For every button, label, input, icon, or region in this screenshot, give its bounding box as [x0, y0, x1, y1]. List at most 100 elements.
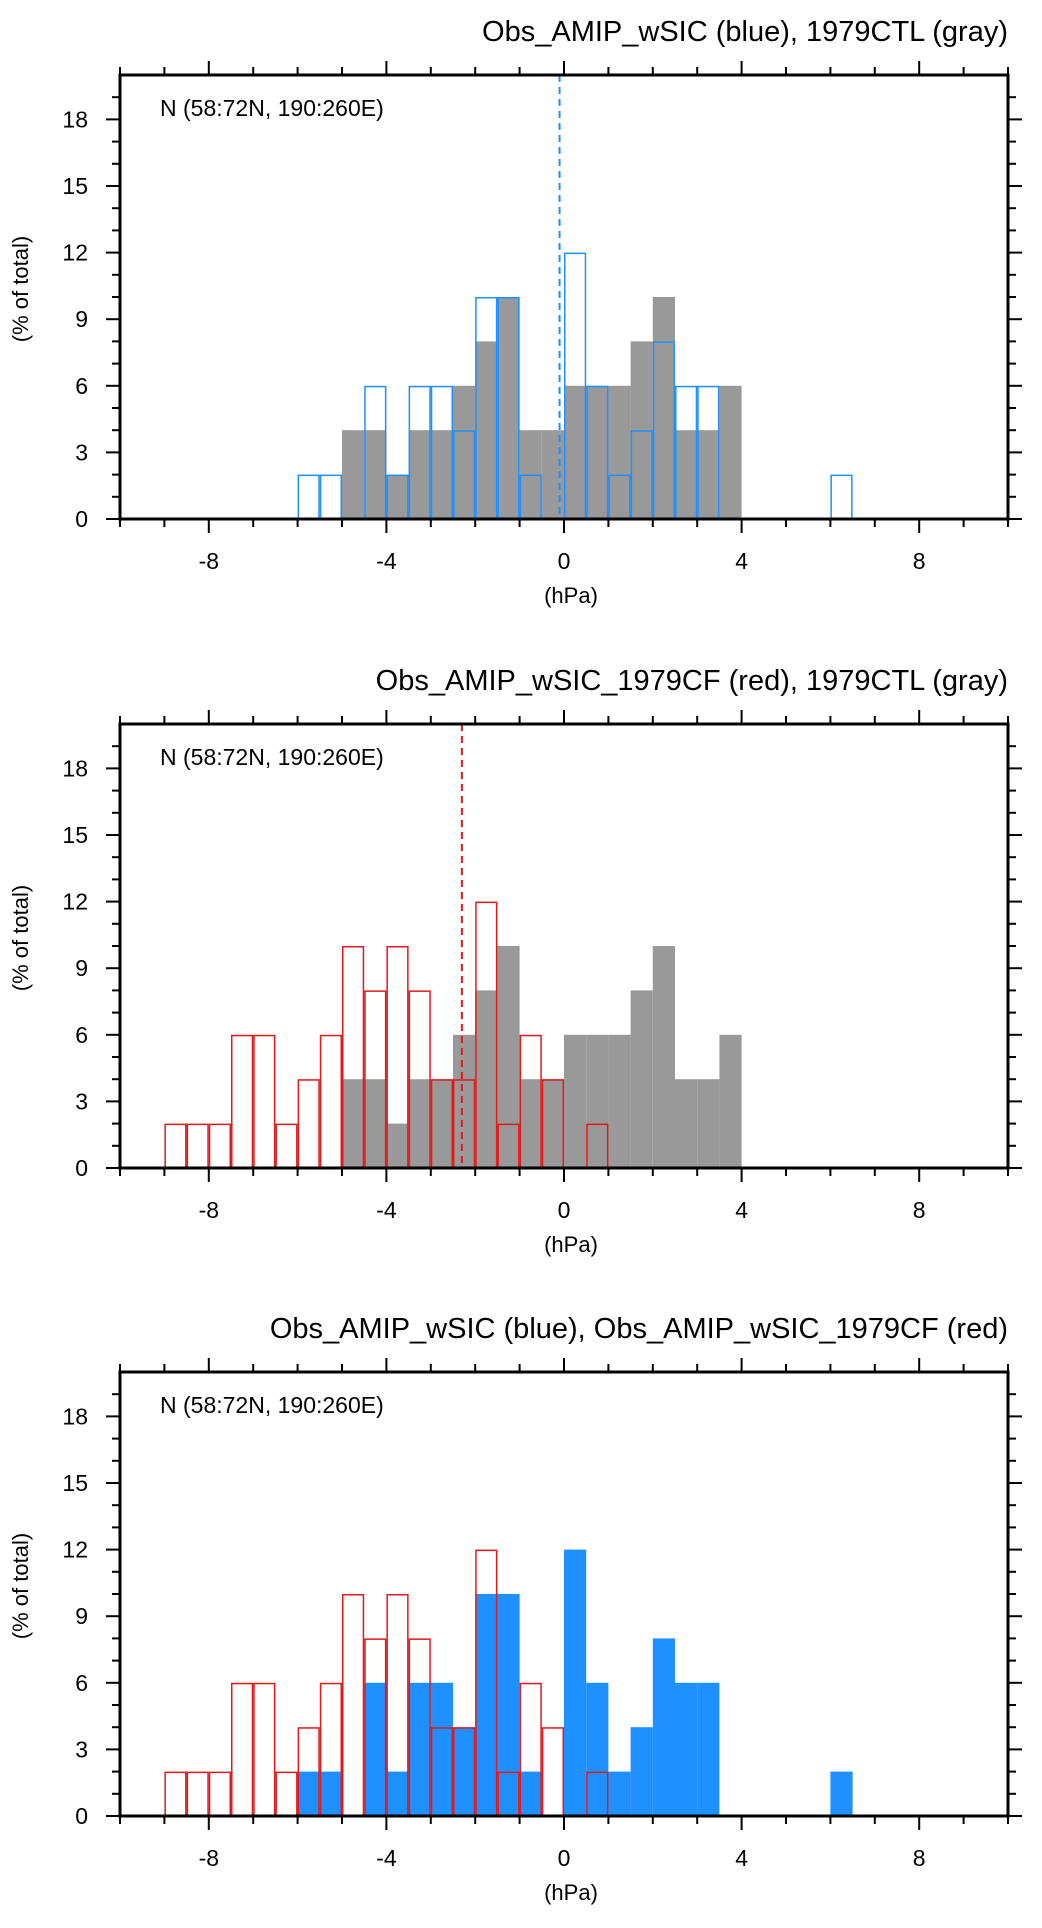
x-tick-label: -4 — [376, 548, 397, 574]
x-ticks — [119, 1358, 1009, 1830]
chart-panel-3: -8 -4 0 4 8 0 3 6 9 12 15 18 Obs_AMIP_wSIC (blue), O… — [8, 1313, 1022, 1905]
y-axis-label: (% of total) — [8, 236, 33, 342]
y-tick-label: 18 — [62, 106, 88, 132]
histogram-bar — [541, 1079, 564, 1168]
histogram-bar — [497, 1594, 520, 1816]
x-tick-label: 4 — [735, 1197, 748, 1223]
y-tick-label: 0 — [75, 1803, 88, 1829]
y-tick-label: 9 — [75, 306, 88, 332]
histogram-bar — [564, 385, 587, 519]
histogram-bar — [453, 1034, 476, 1168]
histogram-bar — [408, 1682, 431, 1816]
histogram-bar — [364, 430, 387, 519]
y-tick-label: 15 — [62, 173, 88, 199]
histogram-bar — [608, 385, 631, 519]
y-ticks — [106, 96, 1022, 520]
histogram-bar — [586, 1034, 609, 1168]
x-tick-label: 4 — [735, 1845, 748, 1871]
histogram-bar-outline — [208, 1123, 232, 1169]
histogram-bar — [430, 1682, 453, 1816]
y-tick-label: 12 — [62, 240, 88, 266]
histogram-bar — [830, 1771, 853, 1816]
histogram-bar — [386, 474, 409, 519]
chart-title: Obs_AMIP_wSIC (blue), Obs_AMIP_wSIC_1979… — [270, 1313, 1008, 1345]
histogram-bar-outline — [253, 1034, 276, 1169]
histogram-bar-outline — [297, 1079, 320, 1169]
y-tick-label: 18 — [62, 755, 88, 781]
histogram-bar — [386, 1771, 409, 1816]
histogram-bar — [408, 1079, 431, 1168]
y-tick-label: 0 — [75, 506, 88, 532]
histogram-bar-outline — [541, 1727, 564, 1817]
histogram-bar — [342, 430, 365, 519]
histogram-bar — [697, 1079, 720, 1168]
chart-title: Obs_AMIP_wSIC_1979CF (red), 1979CTL (gra… — [376, 665, 1008, 697]
histogram-bar — [519, 1079, 542, 1168]
y-tick-label: 15 — [62, 822, 88, 848]
histogram-bar — [675, 430, 698, 519]
histogram-bar — [519, 1771, 542, 1816]
series-obs-amip-wsic — [297, 1549, 853, 1816]
series-obs-amip-wsic-1979cf — [164, 1549, 609, 1817]
y-tick-label: 9 — [75, 1603, 88, 1629]
y-tick-label: 18 — [62, 1403, 88, 1429]
histogram-bar — [630, 990, 653, 1168]
histogram-bar-outline — [186, 1771, 209, 1817]
histogram-bar — [342, 1079, 365, 1168]
histogram-bar — [364, 1079, 387, 1168]
histogram-bar — [719, 385, 742, 519]
histogram-bar-outline — [208, 1771, 232, 1817]
histogram-bar-outline — [342, 1594, 365, 1817]
y-tick-label: 9 — [75, 955, 88, 981]
y-tick-label: 6 — [75, 1670, 88, 1696]
x-axis-label: (hPa) — [544, 1232, 598, 1257]
histogram-bar — [453, 385, 476, 519]
histogram-bar-outline — [231, 1682, 254, 1817]
histogram-bar — [586, 1682, 609, 1816]
region-annotation: N (58:72N, 190:260E) — [160, 1392, 384, 1418]
x-axis-label: (hPa) — [544, 1880, 598, 1905]
histogram-bar-outline — [275, 1123, 298, 1169]
y-axis-label: (% of total) — [8, 885, 33, 991]
histogram-bar — [652, 946, 675, 1168]
y-axis-label: (% of total) — [8, 1533, 33, 1639]
histogram-bar-outline — [319, 474, 342, 520]
y-tick-label: 0 — [75, 1155, 88, 1181]
y-tick-label: 3 — [75, 1088, 88, 1114]
x-tick-label: 4 — [735, 548, 748, 574]
x-tick-label: -8 — [199, 1845, 219, 1871]
x-tick-label: 0 — [558, 548, 571, 574]
histogram-bar — [475, 990, 498, 1168]
histogram-bar — [564, 1549, 587, 1816]
region-annotation: N (58:72N, 190:260E) — [160, 95, 384, 121]
x-tick-label: 8 — [913, 1845, 926, 1871]
histogram-bar — [608, 1034, 631, 1168]
series-obs-amip-wsic-1979cf — [164, 901, 609, 1169]
histogram-bar — [386, 1123, 409, 1168]
x-tick-label: -4 — [376, 1845, 397, 1871]
y-ticks — [106, 745, 1022, 1169]
y-tick-label: 3 — [75, 439, 88, 465]
x-ticks — [119, 61, 1009, 533]
histogram-bar — [564, 1034, 587, 1168]
y-ticks — [106, 1393, 1022, 1817]
histogram-bar-outline — [164, 1771, 187, 1817]
series-1979ctl — [342, 946, 742, 1168]
y-tick-label: 6 — [75, 1022, 88, 1048]
x-tick-label: -4 — [376, 1197, 397, 1223]
chart-panel-2: -8 -4 0 4 8 0 3 6 9 12 15 18 Obs_AMIP_wSIC_1979CF (r… — [8, 665, 1022, 1257]
histogram-bar-outline — [253, 1682, 276, 1817]
region-annotation: N (58:72N, 190:260E) — [160, 744, 384, 770]
histogram-bar-outline — [186, 1123, 209, 1169]
series-1979ctl — [342, 297, 742, 519]
histogram-bar — [319, 1771, 342, 1816]
y-tick-label: 12 — [62, 889, 88, 915]
histogram-bar — [608, 1771, 631, 1816]
histogram-bar — [586, 385, 609, 519]
histogram-bar — [652, 297, 675, 519]
histogram-bar — [697, 430, 720, 519]
y-tick-label: 3 — [75, 1736, 88, 1762]
x-tick-label: 8 — [913, 548, 926, 574]
histogram-bar-outline — [319, 1034, 342, 1169]
histogram-bar — [497, 946, 520, 1168]
